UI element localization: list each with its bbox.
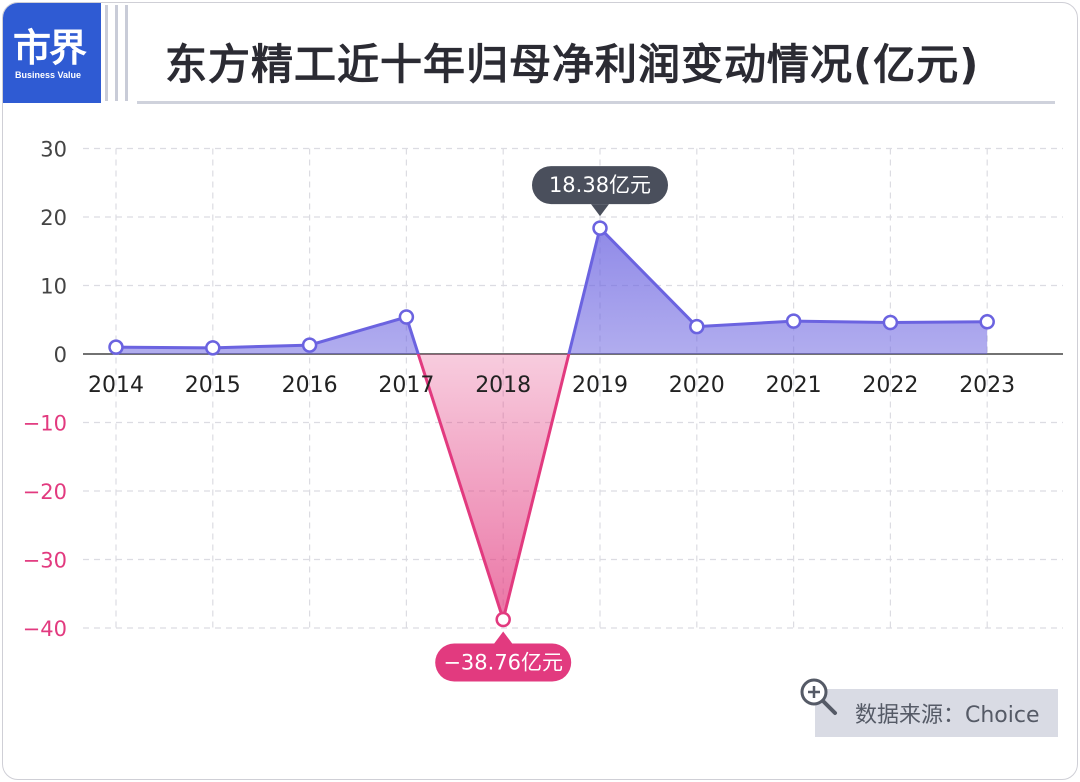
magnifier-plus-icon [800,678,837,715]
callout-bubble [435,643,572,682]
y-tick-label: 0 [54,343,67,367]
callout-pointer [494,631,513,644]
series-line-negative [416,354,571,626]
x-tick-label: 2021 [766,373,822,398]
x-tick-label: 2023 [959,373,1015,398]
data-point [689,318,705,335]
data-point [108,339,124,355]
data-point [785,313,802,329]
y-tick-label: −30 [23,549,67,573]
callout-label: −38.76亿元 [443,651,563,675]
y-tick-label: −20 [23,480,67,504]
y-tick-label: 20 [40,206,67,230]
y-tick-label: 10 [40,275,67,299]
brand-logo: 市界 Business Value [3,3,101,103]
callout-max: 18.38亿元 [532,166,668,217]
callout-label: 18.38亿元 [549,173,651,197]
data-point [979,314,995,330]
x-tick-label: 2019 [572,373,628,398]
x-tick-label: 2014 [88,373,144,398]
data-point [495,611,511,628]
decorative-stripes [103,5,135,101]
source-box: 数据来源：Choice [800,678,1058,737]
data-point [882,314,899,331]
data-point [398,309,415,325]
line-chart: 30 20 10 0 −10 −20 −30 −40 2014 2015 2016 2017 2018 2… [23,138,1063,682]
y-tick-label: 30 [40,138,67,162]
y-tick-label: −40 [23,617,67,641]
callout-pointer [591,204,609,217]
x-tick-label: 2017 [378,373,434,398]
x-tick-label: 2015 [185,373,241,398]
data-point [205,340,221,356]
callout-bubble [532,166,668,205]
chart-title: 东方精工近十年归母净利润变动情况(亿元) [165,40,980,89]
callout-min: −38.76亿元 [435,631,572,682]
source-label: 数据来源：Choice [855,703,1040,728]
x-tick-label: 2018 [475,373,531,398]
series-line-positive [115,225,988,354]
y-tick-label: −10 [23,412,67,436]
title-divider [137,101,1055,104]
x-tick-label: 2016 [282,373,338,398]
x-tick-label: 2022 [862,373,918,398]
logo-subtitle: Business Value [15,70,82,80]
data-point [592,220,608,236]
data-point [301,337,318,353]
logo-text: 市界 [13,26,87,70]
x-tick-label: 2020 [669,373,725,398]
negative-area [116,354,988,620]
